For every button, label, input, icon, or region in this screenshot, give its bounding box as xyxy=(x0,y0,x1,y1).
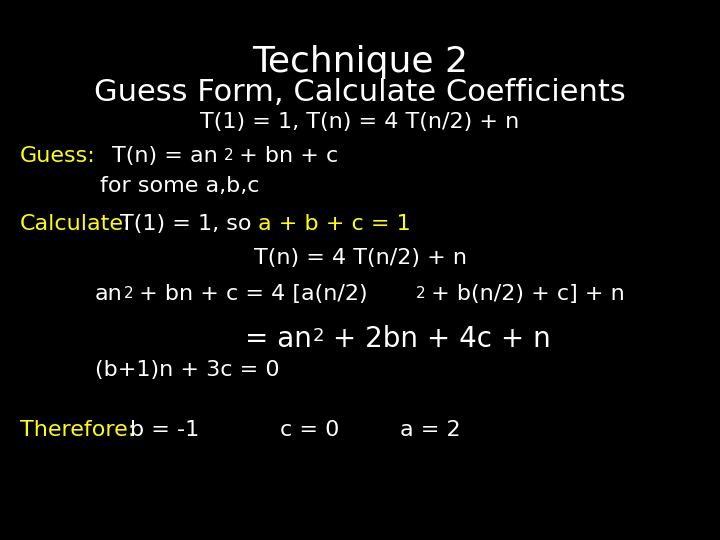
Text: 2: 2 xyxy=(313,327,325,345)
Text: = an: = an xyxy=(245,325,312,353)
Text: Therefore:: Therefore: xyxy=(20,420,135,440)
Text: Technique 2: Technique 2 xyxy=(252,45,468,79)
Text: a = 2: a = 2 xyxy=(400,420,461,440)
Text: (b+1)n + 3c = 0: (b+1)n + 3c = 0 xyxy=(95,360,279,380)
Text: a + b + c = 1: a + b + c = 1 xyxy=(258,214,410,234)
Text: + bn + c = 4 [a(n/2): + bn + c = 4 [a(n/2) xyxy=(132,284,368,304)
Text: + b(n/2) + c] + n: + b(n/2) + c] + n xyxy=(424,284,625,304)
Text: T(1) = 1, so: T(1) = 1, so xyxy=(120,214,251,234)
Text: 2: 2 xyxy=(416,286,426,301)
Text: Guess Form, Calculate Coefficients: Guess Form, Calculate Coefficients xyxy=(94,78,626,107)
Text: b = -1: b = -1 xyxy=(130,420,199,440)
Text: 2: 2 xyxy=(124,286,134,301)
Text: 2: 2 xyxy=(224,148,233,163)
Text: Guess:: Guess: xyxy=(20,146,96,166)
Text: an: an xyxy=(95,284,122,304)
Text: for some a,b,c: for some a,b,c xyxy=(100,176,259,196)
Text: T(n) = 4 T(n/2) + n: T(n) = 4 T(n/2) + n xyxy=(253,248,467,268)
Text: Calculate:: Calculate: xyxy=(20,214,132,234)
Text: T(1) = 1, T(n) = 4 T(n/2) + n: T(1) = 1, T(n) = 4 T(n/2) + n xyxy=(200,112,520,132)
Text: + bn + c: + bn + c xyxy=(232,146,338,166)
Text: T(n) = an: T(n) = an xyxy=(112,146,217,166)
Text: c = 0: c = 0 xyxy=(280,420,339,440)
Text: + 2bn + 4c + n: + 2bn + 4c + n xyxy=(324,325,551,353)
